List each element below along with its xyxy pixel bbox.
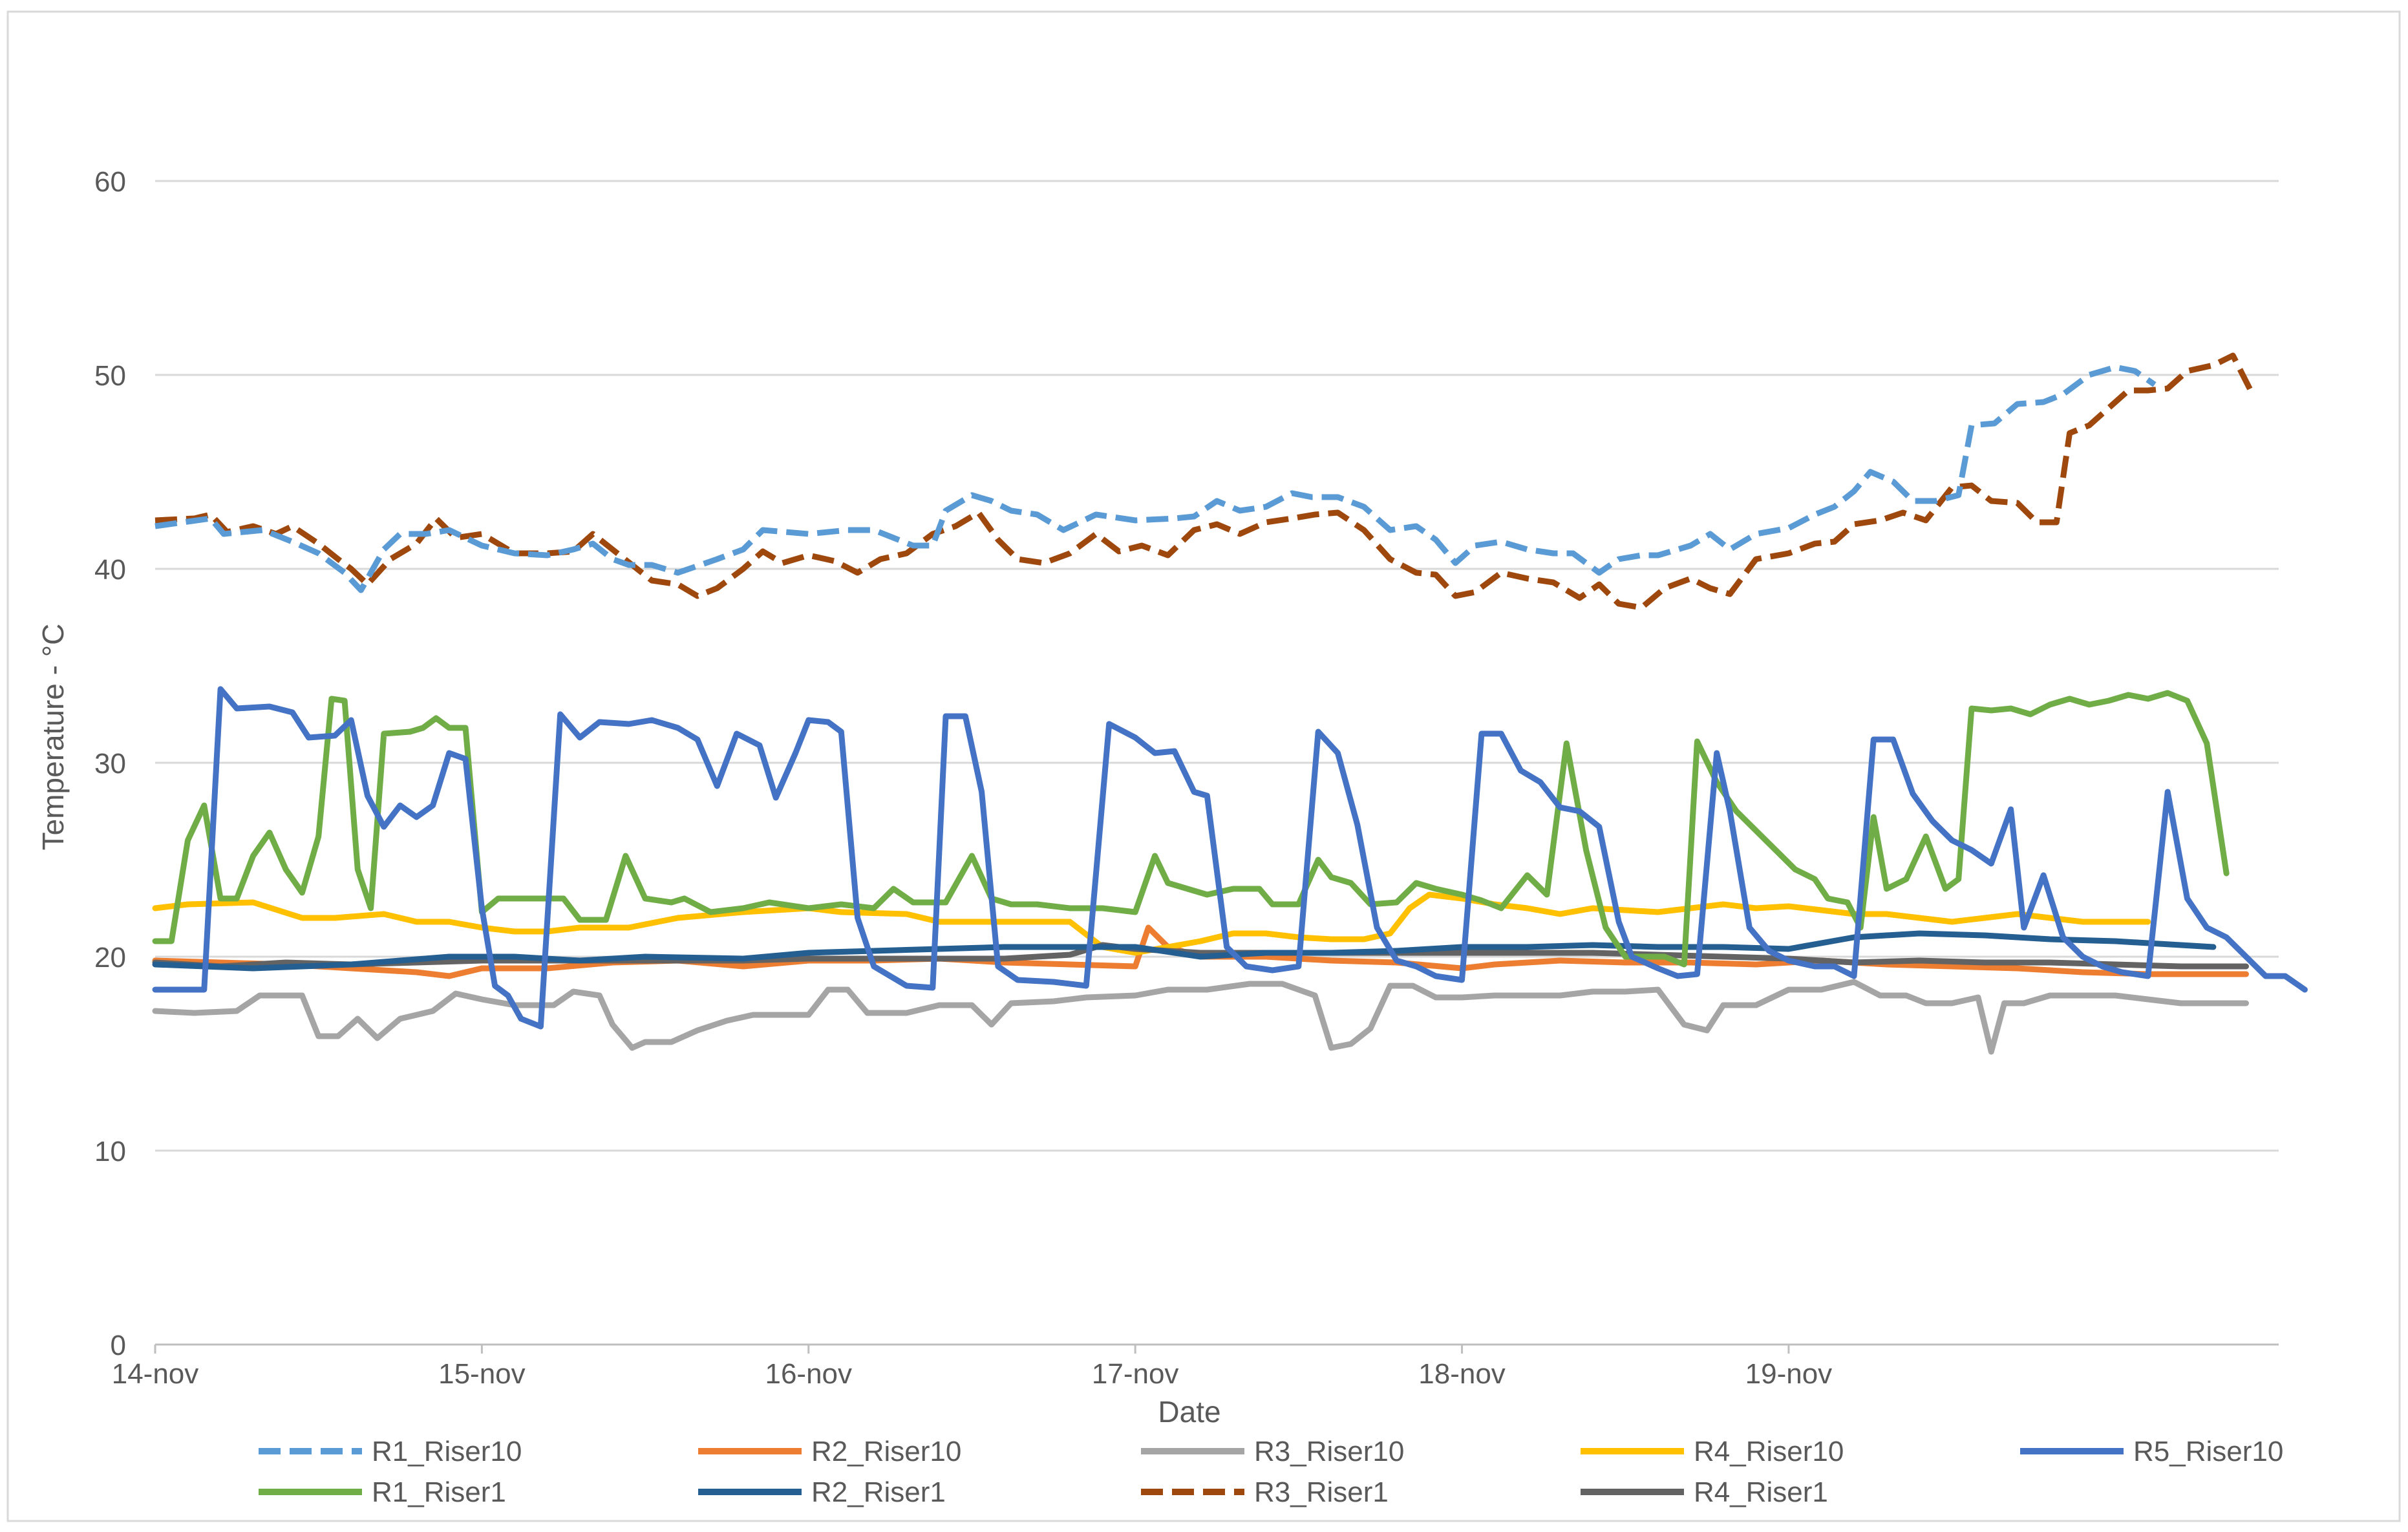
- y-tick-label: 0: [111, 1330, 126, 1361]
- y-axis-title: Temperature - °C: [36, 624, 70, 851]
- axes: 0 10 20 30 40 50 60 14-nov 15-nov 16-nov 17-nov 18-…: [94, 166, 2279, 1390]
- x-tick-label: 14-nov: [112, 1358, 199, 1390]
- series-line-r1-riser1: [152, 690, 2230, 968]
- legend-item-r3-riser10: R3_Riser10: [1141, 1436, 1404, 1467]
- y-tick-label: 40: [94, 554, 126, 586]
- legend-item-r2-riser10: R2_Riser10: [698, 1436, 961, 1467]
- x-tick-label: 17-nov: [1092, 1358, 1179, 1390]
- series-layer: [152, 352, 2308, 1055]
- x-tick-label: 15-nov: [438, 1358, 526, 1390]
- y-tick-label: 30: [94, 748, 126, 780]
- y-tick-label: 50: [94, 360, 126, 392]
- legend-label: R3_Riser10: [1254, 1436, 1404, 1467]
- x-tick-label: 18-nov: [1418, 1358, 1506, 1390]
- legend-label: R1_Riser1: [372, 1476, 506, 1508]
- legend-label: R2_Riser10: [811, 1436, 961, 1467]
- legend-label: R4_Riser1: [1694, 1476, 1828, 1508]
- x-tick-label: 19-nov: [1745, 1358, 1833, 1390]
- x-tick-label: 16-nov: [765, 1358, 852, 1390]
- legend: R1_Riser10 R2_Riser10 R3_Riser10 R4_Riser10…: [259, 1436, 2283, 1508]
- legend-item-r5-riser10: R5_Riser10: [2020, 1436, 2283, 1467]
- series-line-r1-riser10: [154, 364, 2157, 593]
- chart-border: [6, 10, 2401, 1522]
- legend-item-r3-riser1: R3_Riser1: [1141, 1476, 1389, 1508]
- legend-label: R3_Riser1: [1254, 1476, 1389, 1508]
- legend-label: R5_Riser10: [2133, 1436, 2283, 1467]
- legend-item-r2-riser1: R2_Riser1: [698, 1476, 946, 1508]
- series-line-r3-riser1: [154, 352, 2255, 611]
- series-line-r3-riser10: [152, 979, 2249, 1055]
- x-axis-title: Date: [1158, 1395, 1220, 1429]
- legend-label: R4_Riser10: [1694, 1436, 1844, 1467]
- y-tick-label: 10: [94, 1136, 126, 1167]
- legend-item-r1-riser10: R1_Riser10: [259, 1436, 522, 1467]
- legend-item-r4-riser10: R4_Riser10: [1581, 1436, 1844, 1467]
- y-tick-label: 60: [94, 166, 126, 198]
- legend-label: R1_Riser10: [372, 1436, 522, 1467]
- legend-item-r4-riser1: R4_Riser1: [1581, 1476, 1828, 1508]
- y-tick-label: 20: [94, 942, 126, 973]
- legend-item-r1-riser1: R1_Riser1: [259, 1476, 506, 1508]
- legend-label: R2_Riser1: [811, 1476, 946, 1508]
- series-line-r5-riser10: [152, 686, 2308, 1030]
